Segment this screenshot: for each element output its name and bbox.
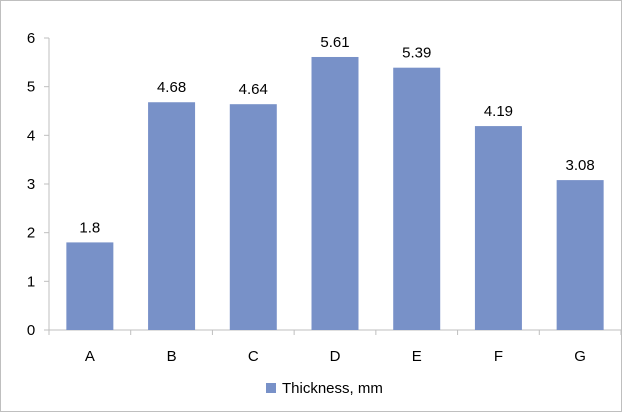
data-label: 5.61 (320, 34, 349, 51)
x-category-label: C (248, 348, 259, 365)
data-label: 3.08 (566, 157, 595, 174)
x-category-label: G (574, 348, 586, 365)
x-axis: A B C D E F G (48, 329, 621, 365)
bars (66, 56, 604, 331)
x-category-label: E (412, 348, 422, 365)
y-tick-label: 6 (27, 30, 35, 47)
x-category-label: B (167, 348, 177, 365)
bar (148, 102, 196, 331)
bar (474, 126, 522, 330)
y-tick-label: 1 (27, 273, 35, 290)
legend-swatch (266, 383, 276, 393)
bar (311, 56, 359, 330)
y-tick-label: 3 (27, 176, 35, 193)
data-label: 1.8 (79, 219, 100, 236)
y-axis: 0 1 2 3 4 5 6 (27, 30, 50, 339)
legend-label: Thickness, mm (282, 379, 383, 397)
bar (556, 180, 604, 330)
data-label: 4.68 (157, 79, 186, 96)
legend: Thickness, mm (266, 379, 383, 397)
y-tick-label: 0 (27, 322, 35, 339)
bar (229, 104, 277, 330)
bar (66, 242, 114, 330)
y-tick-label: 4 (27, 127, 35, 144)
data-labels: 1.8 4.68 4.64 5.61 5.39 4.19 3.08 (79, 34, 594, 236)
x-category-label: A (85, 348, 95, 365)
data-label: 4.64 (239, 81, 268, 98)
y-tick-label: 2 (27, 225, 35, 242)
data-label: 4.19 (484, 103, 513, 120)
y-tick-label: 5 (27, 79, 35, 96)
data-label: 5.39 (402, 45, 431, 62)
x-category-label: D (330, 348, 341, 365)
x-category-label: F (494, 348, 503, 365)
bar (393, 67, 441, 330)
